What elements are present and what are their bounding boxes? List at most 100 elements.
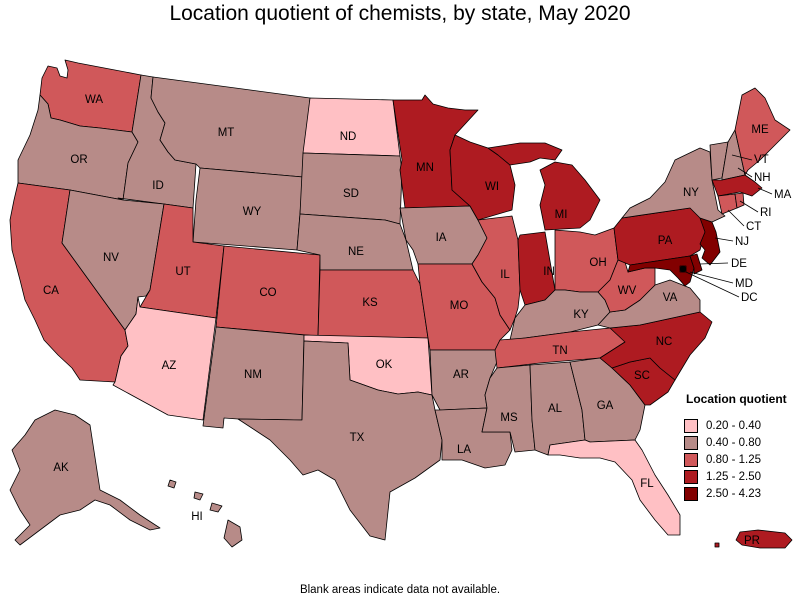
legend-item: 2.50 - 4.23 (684, 485, 798, 502)
state-mi[interactable] (487, 142, 601, 231)
state-az[interactable] (112, 296, 217, 421)
label-fl: FL (640, 478, 654, 490)
legend-label: 2.50 - 4.23 (706, 487, 761, 500)
label-ms: MS (500, 412, 518, 424)
dc-marker (679, 265, 687, 273)
leader-md (689, 271, 734, 284)
label-ok: OK (376, 359, 393, 371)
label-wa: WA (85, 94, 103, 106)
state-nc[interactable] (599, 311, 713, 381)
label-pr: PR (744, 535, 760, 547)
label-sc: SC (634, 370, 650, 382)
state-nj[interactable] (699, 217, 721, 266)
label-co: CO (259, 287, 276, 299)
leader-ri (739, 200, 759, 213)
leader-vt (731, 154, 753, 161)
label-nm: NM (244, 369, 262, 381)
label-wi: WI (485, 181, 499, 193)
leader-nj (714, 237, 734, 242)
legend: Location quotient 0.20 - 0.40 0.40 - 0.8… (684, 392, 798, 502)
label-nj: NJ (735, 236, 749, 248)
label-ne: NE (348, 246, 364, 258)
label-nc: NC (656, 336, 673, 348)
state-ma[interactable] (711, 174, 763, 197)
state-me[interactable] (734, 87, 791, 176)
legend-label: 0.20 - 0.40 (706, 419, 761, 432)
state-fl[interactable] (547, 439, 681, 536)
state-de[interactable] (689, 253, 703, 275)
state-wy[interactable] (192, 167, 304, 251)
label-ny: NY (683, 187, 699, 199)
label-la: LA (457, 444, 471, 456)
map-title: Location quotient of chemists, by state,… (169, 2, 631, 25)
label-ga: GA (597, 400, 614, 412)
label-mt: MT (218, 127, 235, 139)
label-il: IL (500, 269, 510, 281)
label-pa: PA (658, 235, 673, 247)
legend-swatch (684, 452, 698, 467)
state-pr[interactable] (714, 529, 793, 549)
label-or: OR (70, 154, 87, 166)
leader-nh (737, 167, 753, 178)
label-tx: TX (350, 432, 365, 444)
label-md: MD (735, 278, 753, 290)
legend-swatch (684, 418, 698, 433)
label-ak: AK (53, 462, 69, 474)
label-mn: MN (416, 162, 434, 174)
label-nh: NH (754, 172, 771, 184)
label-al: AL (548, 403, 563, 415)
label-va: VA (663, 292, 678, 304)
legend-label: 1.25 - 2.50 (706, 470, 761, 483)
legend-swatch (684, 435, 698, 450)
label-ca: CA (43, 285, 59, 297)
label-ky: KY (573, 309, 589, 321)
label-ar: AR (453, 369, 469, 381)
label-az: AZ (162, 360, 177, 372)
legend-item: 0.20 - 0.40 (684, 417, 798, 434)
label-sd: SD (343, 188, 359, 200)
state-ct[interactable] (717, 193, 738, 215)
state-hi[interactable] (167, 479, 243, 548)
leader-dc (685, 271, 740, 298)
label-nv: NV (103, 252, 119, 264)
state-ri[interactable] (734, 192, 745, 209)
label-nd: ND (340, 131, 357, 143)
label-wv: WV (618, 285, 637, 297)
legend-swatch (684, 469, 698, 484)
label-wy: WY (243, 206, 262, 218)
label-id: ID (152, 180, 164, 192)
legend-item: 0.40 - 0.80 (684, 434, 798, 451)
label-ct: CT (746, 221, 761, 233)
leader-de (699, 262, 729, 265)
state-nv[interactable] (61, 189, 165, 331)
label-me: ME (751, 124, 769, 136)
label-tn: TN (552, 345, 567, 357)
label-ia: IA (436, 232, 447, 244)
label-ma: MA (774, 189, 792, 201)
state-tx[interactable] (237, 340, 443, 541)
footnote: Blank areas indicate data not available. (299, 584, 501, 596)
label-mi: MI (555, 209, 568, 221)
label-vt: VT (754, 154, 769, 166)
label-ks: KS (362, 297, 378, 309)
state-md[interactable] (627, 255, 695, 287)
legend-item: 0.80 - 1.25 (684, 451, 798, 468)
leader-ct (727, 209, 745, 227)
state-wi[interactable] (449, 134, 516, 221)
legend-label: 0.40 - 0.80 (706, 436, 761, 449)
label-dc: DC (741, 292, 758, 304)
label-oh: OH (589, 257, 606, 269)
leader-ma (757, 187, 773, 195)
label-ut: UT (175, 266, 190, 278)
label-hi: HI (191, 511, 203, 523)
state-ut[interactable] (139, 203, 225, 319)
legend-title: Location quotient (686, 392, 787, 406)
legend-label: 0.80 - 1.25 (706, 453, 761, 466)
label-de: DE (731, 258, 747, 270)
label-ri: RI (760, 207, 772, 219)
state-ak[interactable] (9, 409, 161, 546)
state-nd[interactable] (302, 97, 401, 157)
label-in: IN (543, 266, 555, 278)
legend-swatch (684, 486, 698, 501)
